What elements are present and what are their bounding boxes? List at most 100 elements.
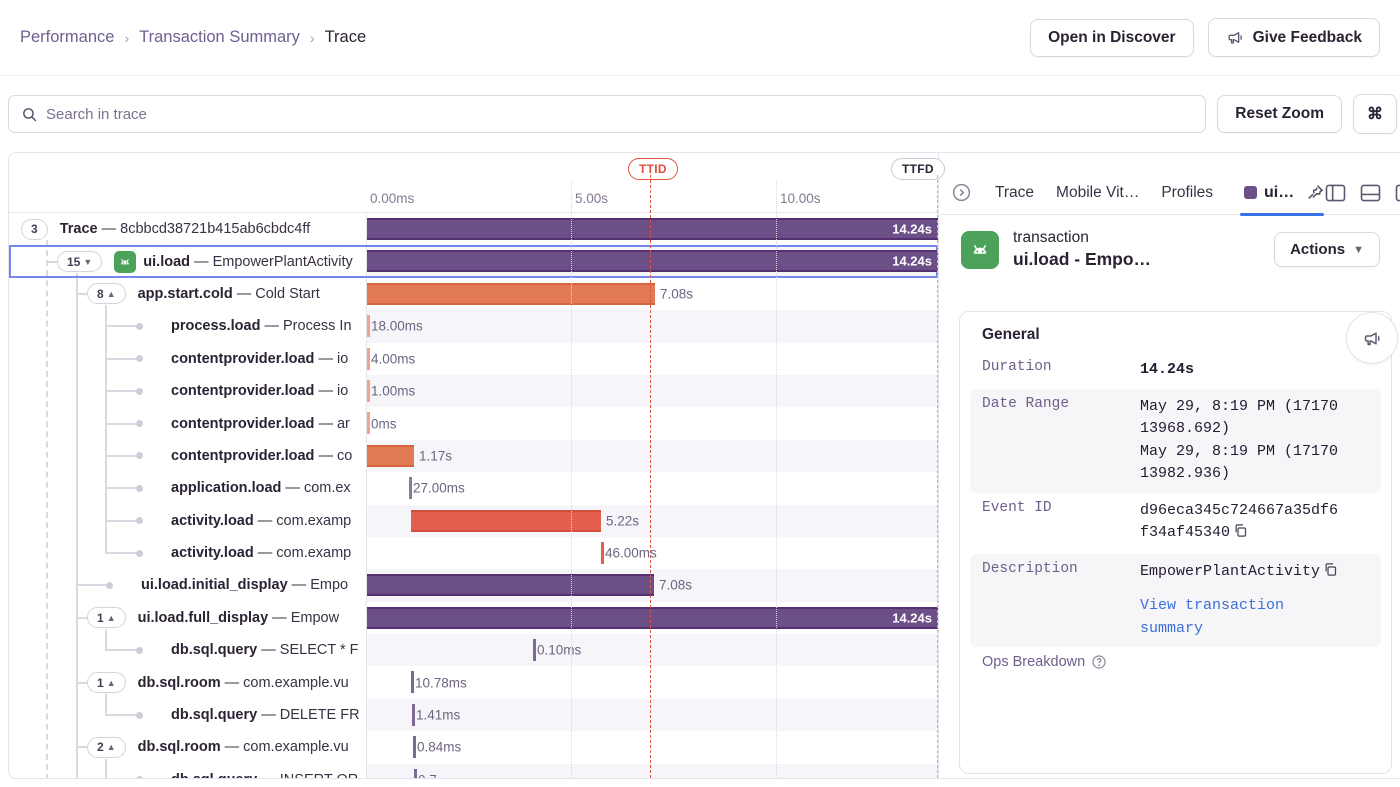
tree-node-dot [136, 776, 143, 778]
span-tick[interactable] [411, 671, 414, 694]
span-row-contentprovider.load[interactable]: contentprovider.load — ar 0ms [9, 407, 938, 440]
span-description: com.example.vu [243, 739, 349, 756]
span-row-activity.load[interactable]: activity.load — com.examp 46.00ms [9, 536, 938, 570]
trace-waterfall: TTID TTFD 0.00ms 5.00s 10.00s 3 Trace — 8cb… [9, 153, 945, 778]
span-op: ui.load [143, 253, 191, 270]
span-row-application.load[interactable]: application.load — com.ex 27.00ms [9, 472, 938, 505]
span-op: db.sql.room [137, 674, 221, 691]
feedback-float-button[interactable] [1346, 312, 1398, 364]
span-op: db.sql.query [171, 642, 258, 659]
pin-tab-icon[interactable] [1306, 183, 1325, 202]
span-tick[interactable] [367, 315, 370, 338]
span-duration-label: 4.00ms [371, 351, 416, 367]
tab-trace[interactable]: Trace [995, 183, 1035, 201]
shortcuts-button[interactable]: ⌘ [1353, 94, 1397, 134]
span-row-contentprovider.load[interactable]: contentprovider.load — co 1.17s [9, 439, 938, 473]
span-bar[interactable]: 14.24s [367, 606, 938, 629]
open-in-discover-button[interactable]: Open in Discover [1030, 18, 1194, 57]
span-tick[interactable] [533, 639, 536, 662]
span-tick[interactable] [601, 541, 604, 564]
span-count-pill[interactable]: 1 ▲ [87, 672, 126, 694]
span-row-ui.load.full_display[interactable]: 1 ▲ ui.load.full_display — Empow 14.24s [9, 601, 938, 635]
span-duration-label: 0.10ms [537, 642, 582, 658]
span-tick[interactable] [367, 412, 370, 435]
span-count-pill[interactable]: 15 ▼ [57, 251, 103, 273]
breadcrumb-separator-icon: › [309, 29, 315, 46]
span-op: app.start.cold [137, 285, 233, 302]
span-tick[interactable] [414, 768, 417, 778]
copy-icon[interactable] [1323, 562, 1338, 586]
span-bar[interactable] [367, 574, 654, 597]
span-row-ui.load.initial_display[interactable]: ui.load.initial_display — Empo 7.08s [9, 569, 938, 602]
span-description: 8cbbcd38721b415ab6cbdc4ff [120, 221, 311, 238]
span-description: com.examp [276, 545, 352, 562]
tree-node-dot [136, 484, 143, 492]
help-icon[interactable] [1091, 654, 1107, 670]
view-transaction-summary-link[interactable]: View transaction summary [1140, 597, 1285, 637]
tab-mobile-vitals[interactable]: Mobile Vit… [1056, 183, 1140, 201]
search-bar[interactable] [8, 95, 1207, 133]
ops-breakdown-row: Ops Breakdown [970, 647, 1381, 677]
span-tick[interactable] [412, 703, 415, 726]
span-count-pill[interactable]: 3 [21, 218, 48, 240]
duration-row: Duration 14.24s [970, 352, 1381, 389]
span-count-pill[interactable]: 2 ▲ [87, 736, 126, 758]
span-row-db.sql.room[interactable]: 1 ▲ db.sql.room — com.example.vu 10.78ms [9, 666, 938, 699]
ttid-marker[interactable]: TTID [628, 158, 678, 180]
span-bar[interactable] [367, 444, 414, 467]
breadcrumb: Performance › Transaction Summary › Trac… [20, 28, 366, 47]
span-bar[interactable]: 14.24s [367, 250, 938, 273]
dock-bottom-icon[interactable] [1360, 184, 1381, 202]
span-duration-label: 7.08s [659, 577, 693, 593]
span-row-activity.load[interactable]: activity.load — com.examp 5.22s [9, 504, 938, 537]
span-op: activity.load [171, 545, 254, 562]
span-op: application.load [171, 480, 282, 497]
dock-left-icon[interactable] [1325, 184, 1346, 202]
span-description: Empow [290, 609, 340, 626]
span-color-swatch [1244, 186, 1258, 199]
span-tick[interactable] [413, 736, 416, 759]
span-count-pill[interactable]: 8 ▲ [87, 283, 126, 305]
span-row-Trace[interactable]: 3 Trace — 8cbbcd38721b415ab6cbdc4ff 14.24s [9, 213, 938, 246]
span-row-app.start.cold[interactable]: 8 ▲ app.start.cold — Cold Start 7.08s [9, 277, 938, 311]
ttfd-marker[interactable]: TTFD [891, 158, 945, 180]
search-icon [21, 106, 38, 123]
span-row-db.sql.query[interactable]: db.sql.query — DELETE FR 1.41ms [9, 698, 938, 732]
span-tick[interactable] [409, 477, 412, 500]
span-description: com.example.vu [243, 674, 349, 691]
search-input[interactable] [46, 105, 1194, 123]
span-row-contentprovider.load[interactable]: contentprovider.load — io 1.00ms [9, 374, 938, 408]
collapse-panel-icon[interactable] [951, 182, 972, 203]
span-count-pill[interactable]: 1 ▲ [87, 607, 126, 629]
span-duration-label: 0ms [371, 416, 397, 432]
tree-node-dot [106, 581, 113, 589]
give-feedback-button[interactable]: Give Feedback [1207, 18, 1380, 57]
event-id-value: d96eca345c724667a35df6f34af45340 [1140, 501, 1339, 542]
span-row-db.sql.query[interactable]: db.sql.query — INSERT OR0.7 [9, 763, 938, 778]
tree-node-dot [136, 549, 143, 557]
reset-zoom-button[interactable]: Reset Zoom [1217, 95, 1342, 133]
span-row-db.sql.room[interactable]: 2 ▲ db.sql.room — com.example.vu 0.84ms [9, 731, 938, 764]
span-bar[interactable] [367, 282, 655, 305]
copy-icon[interactable] [1233, 523, 1248, 547]
span-duration-label: 27.00ms [413, 480, 465, 496]
date-range-row: Date Range May 29, 8:19 PM (1717013968.6… [970, 388, 1381, 493]
span-duration-label: 1.00ms [371, 383, 416, 399]
span-bar[interactable]: 14.24s [367, 218, 938, 240]
span-tick[interactable] [367, 379, 370, 402]
span-row-contentprovider.load[interactable]: contentprovider.load — io 4.00ms [9, 342, 938, 375]
actions-button[interactable]: Actions ▼ [1274, 232, 1380, 267]
tab-ui-load-active[interactable]: ui… [1240, 171, 1325, 216]
description-row: Description EmpowerPlantActivity View tr… [970, 553, 1381, 647]
dock-right-icon[interactable] [1395, 184, 1400, 202]
span-op: db.sql.query [171, 707, 258, 724]
span-tick[interactable] [367, 347, 370, 370]
breadcrumb-performance[interactable]: Performance [20, 28, 115, 46]
tab-profiles[interactable]: Profiles [1161, 183, 1214, 201]
span-description: co [336, 447, 353, 464]
span-row-process.load[interactable]: process.load — Process In 18.00ms [9, 310, 938, 343]
breadcrumb-transaction-summary[interactable]: Transaction Summary [139, 28, 300, 46]
span-row-db.sql.query[interactable]: db.sql.query — SELECT * F 0.10ms [9, 634, 938, 667]
span-row-ui.load[interactable]: 15 ▼ ui.load — EmpowerPlantActivity 14.24s [9, 245, 938, 278]
span-bar[interactable] [411, 509, 601, 532]
